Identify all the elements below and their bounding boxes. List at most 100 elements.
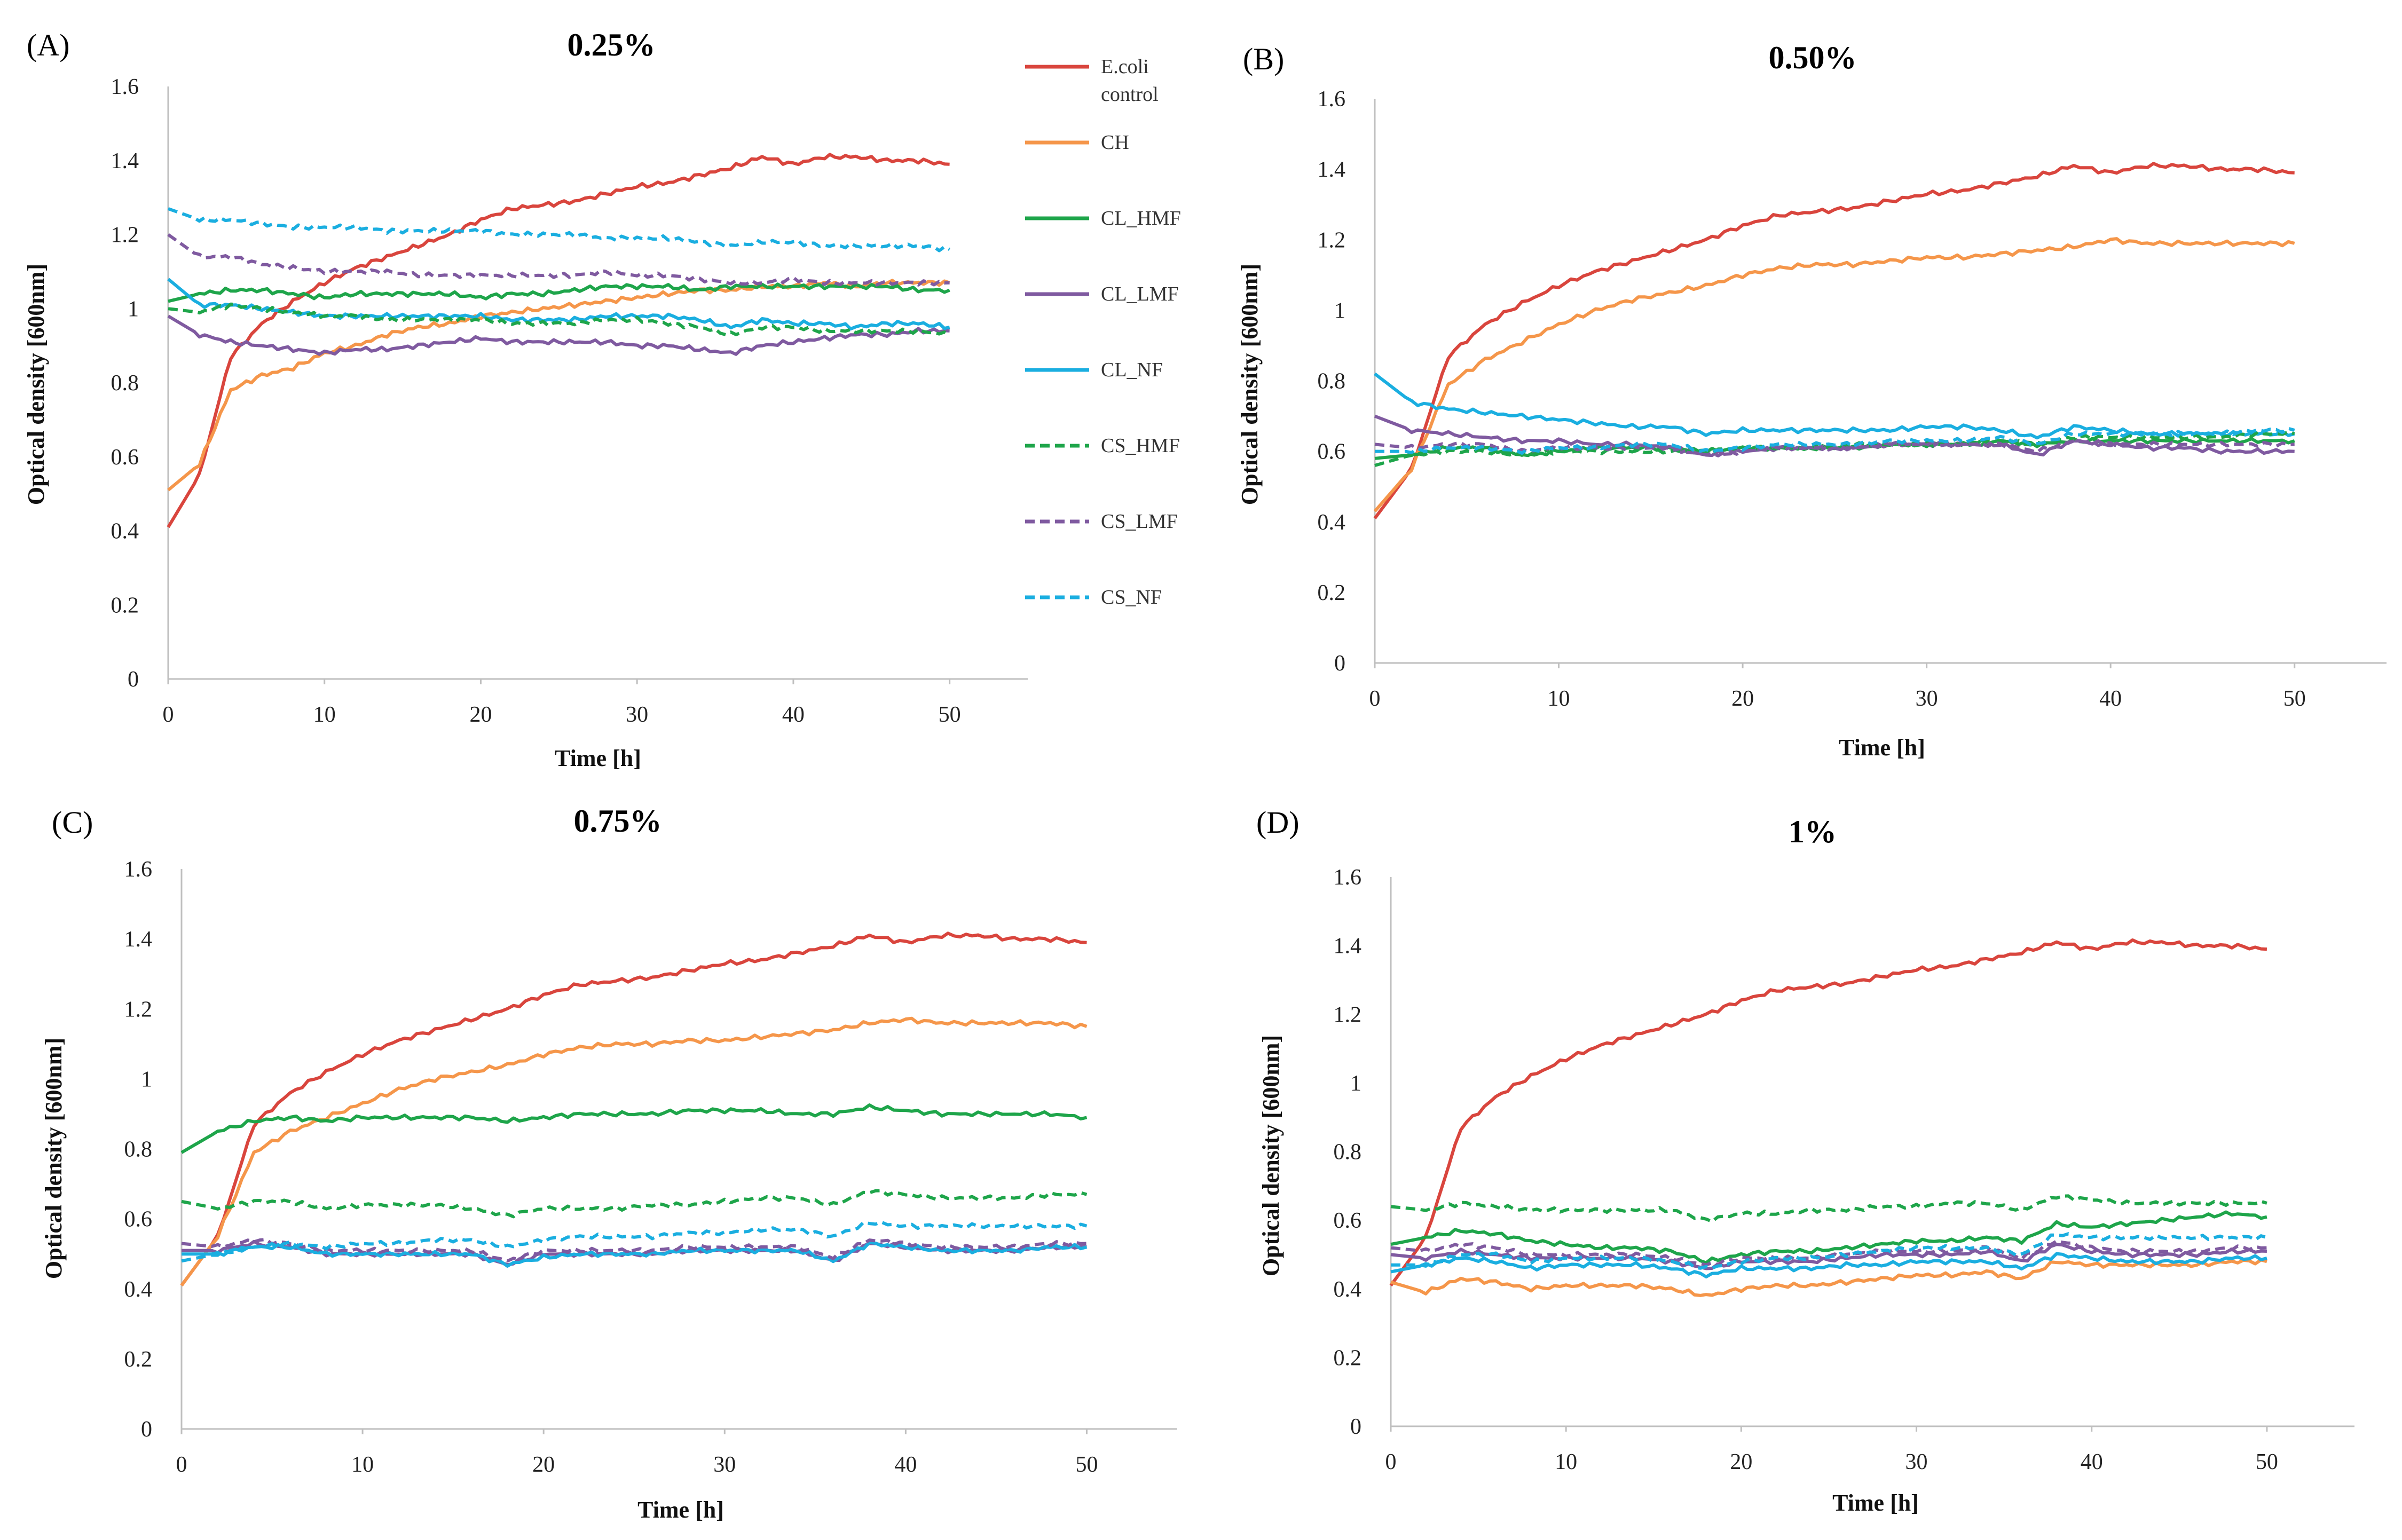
x-tick-label: 20 bbox=[532, 1452, 555, 1477]
y-tick-label: 1 bbox=[128, 297, 139, 321]
y-tick-label: 1.4 bbox=[124, 927, 153, 952]
x-tick-label: 30 bbox=[713, 1452, 736, 1477]
x-tick-label: 0 bbox=[176, 1452, 187, 1477]
legend-label-cs_nf: CS_NF bbox=[1101, 586, 1162, 609]
y-tick-label: 0.6 bbox=[1334, 1209, 1362, 1233]
y-tick-label: 1.2 bbox=[124, 997, 153, 1022]
y-tick-label: 0.8 bbox=[1318, 369, 1346, 394]
panel-b: (B) 0.50% 0 0.2 0.4 0.6 0.8 1 1.2 1.4 1.6 0 10 20 30… bbox=[1237, 40, 2387, 761]
series-line-cl_hmf bbox=[1390, 1210, 2267, 1265]
x-tick-label: 0 bbox=[163, 702, 174, 727]
panel-d: (D) 1% 0 0.2 0.4 0.6 0.8 1 1.2 1.4 1.6 0 10 20 30 40 5… bbox=[1256, 805, 2354, 1516]
x-tick-label: 40 bbox=[2099, 686, 2122, 711]
series-line-ecoli bbox=[180, 931, 1087, 1286]
x-tick-label: 40 bbox=[782, 702, 805, 727]
x-tick-label: 10 bbox=[313, 702, 336, 727]
panel-c: (C) 0.75% 0 0.2 0.4 0.6 0.8 1 1.2 1.4 1.6 0 10 20 30… bbox=[41, 803, 1177, 1523]
x-tick-label: 40 bbox=[894, 1452, 917, 1477]
y-tick-label: 0.2 bbox=[111, 593, 139, 618]
panel-d-label: (D) bbox=[1256, 805, 1300, 840]
y-tick-label: 1.2 bbox=[1334, 1002, 1362, 1027]
panel-a-title: 0.25% bbox=[568, 27, 656, 62]
y-tick-label: 0.2 bbox=[1334, 1346, 1362, 1370]
y-tick-label: 1 bbox=[141, 1067, 152, 1092]
panel-d-x-label: Time [h] bbox=[1832, 1490, 1919, 1516]
x-tick-label: 30 bbox=[1916, 686, 1938, 711]
series-line-cs_lmf bbox=[181, 1237, 1087, 1263]
series-line-cs_nf bbox=[1391, 1232, 2267, 1270]
x-tick-label: 40 bbox=[2081, 1450, 2103, 1474]
x-tick-label: 30 bbox=[626, 702, 648, 727]
series-line-cs_nf bbox=[1375, 427, 2295, 455]
y-tick-label: 1.2 bbox=[1318, 228, 1346, 252]
series-line-cl_nf bbox=[1374, 372, 2295, 440]
x-tick-label: 50 bbox=[2256, 1450, 2278, 1474]
panel-c-x-label: Time [h] bbox=[637, 1497, 724, 1523]
y-tick-label: 0.6 bbox=[124, 1207, 153, 1232]
series-line-ch bbox=[180, 1016, 1088, 1286]
series-line-cl_hmf bbox=[180, 1103, 1088, 1154]
series-line-ch bbox=[1373, 237, 2295, 512]
legend-label-cl_lmf: CL_LMF bbox=[1101, 283, 1179, 305]
y-tick-label: 1.6 bbox=[1318, 87, 1346, 112]
y-tick-label: 0.8 bbox=[111, 371, 139, 396]
panel-a-y-label: Optical density [600nm] bbox=[23, 264, 49, 505]
x-tick-label: 0 bbox=[1369, 686, 1381, 711]
y-tick-label: 0 bbox=[1334, 651, 1345, 676]
legend-label-cs_hmf: CS_HMF bbox=[1101, 435, 1180, 457]
panel-d-title: 1% bbox=[1789, 814, 1837, 849]
y-tick-label: 0.4 bbox=[1318, 510, 1346, 535]
y-tick-label: 1.4 bbox=[1334, 934, 1362, 959]
panel-a-x-label: Time [h] bbox=[555, 745, 641, 771]
x-tick-label: 10 bbox=[1555, 1450, 1577, 1474]
y-tick-label: 0.4 bbox=[1334, 1277, 1362, 1302]
panel-a: (A) 0.25% 0 0.2 0.4 0.6 0.8 1 1.2 1.4 1.6 0 10 20 30… bbox=[23, 27, 1028, 771]
series-line-ecoli bbox=[1389, 938, 2267, 1287]
panel-b-x-label: Time [h] bbox=[1839, 735, 1925, 761]
y-tick-label: 0.4 bbox=[124, 1277, 153, 1302]
y-tick-label: 1 bbox=[1334, 298, 1345, 323]
series-line-ch bbox=[1390, 1258, 2267, 1297]
y-tick-label: 0.8 bbox=[124, 1138, 153, 1162]
y-tick-label: 1.6 bbox=[1334, 865, 1362, 890]
y-tick-label: 0.8 bbox=[1334, 1140, 1362, 1165]
legend-label-cl_nf: CL_NF bbox=[1101, 359, 1163, 381]
y-tick-label: 0.4 bbox=[111, 519, 139, 544]
y-tick-label: 0.6 bbox=[111, 445, 139, 470]
series-line-cl_nf bbox=[167, 278, 950, 331]
panel-b-title: 0.50% bbox=[1769, 40, 1857, 75]
y-tick-label: 1.6 bbox=[111, 75, 139, 99]
series-line-cs_hmf bbox=[168, 302, 950, 336]
series-line-cl_nf bbox=[1390, 1252, 2267, 1278]
y-tick-label: 1.4 bbox=[1318, 157, 1346, 182]
legend-label-ecoli: E.coli bbox=[1101, 56, 1149, 78]
series-line-cs_hmf bbox=[1390, 1194, 2267, 1223]
x-tick-label: 10 bbox=[351, 1452, 374, 1477]
series-line-cs_nf bbox=[167, 207, 950, 252]
series-line-cl_nf bbox=[182, 1241, 1088, 1268]
panel-b-y-label: Optical density [600nm] bbox=[1237, 264, 1263, 505]
y-tick-label: 0 bbox=[141, 1417, 152, 1442]
y-tick-label: 1.4 bbox=[111, 149, 139, 173]
x-tick-label: 0 bbox=[1385, 1450, 1397, 1474]
x-tick-label: 30 bbox=[1905, 1450, 1928, 1474]
legend: E.coli control CH CL_HMF CL_LMF CL_NF CS_HMF CS… bbox=[1025, 56, 1181, 609]
series-line-ecoli bbox=[1373, 162, 2295, 519]
y-tick-label: 0 bbox=[128, 667, 139, 692]
series-line-cs_lmf bbox=[1374, 439, 2295, 457]
panel-b-label: (B) bbox=[1243, 42, 1284, 76]
series-line-cl_lmf bbox=[167, 314, 950, 356]
series-line-cs_nf bbox=[181, 1220, 1088, 1263]
legend-label-ch: CH bbox=[1101, 131, 1129, 154]
y-tick-label: 0.2 bbox=[124, 1347, 153, 1372]
x-tick-label: 20 bbox=[1731, 686, 1754, 711]
y-tick-label: 1 bbox=[1350, 1071, 1361, 1096]
y-tick-label: 0 bbox=[1350, 1415, 1361, 1439]
y-tick-label: 0.2 bbox=[1318, 581, 1346, 605]
series-line-ecoli bbox=[167, 153, 950, 528]
y-tick-label: 0.6 bbox=[1318, 440, 1346, 464]
panel-c-title: 0.75% bbox=[574, 803, 662, 839]
panel-c-y-label: Optical density [600nm] bbox=[41, 1038, 67, 1279]
panel-a-label: (A) bbox=[27, 28, 70, 62]
